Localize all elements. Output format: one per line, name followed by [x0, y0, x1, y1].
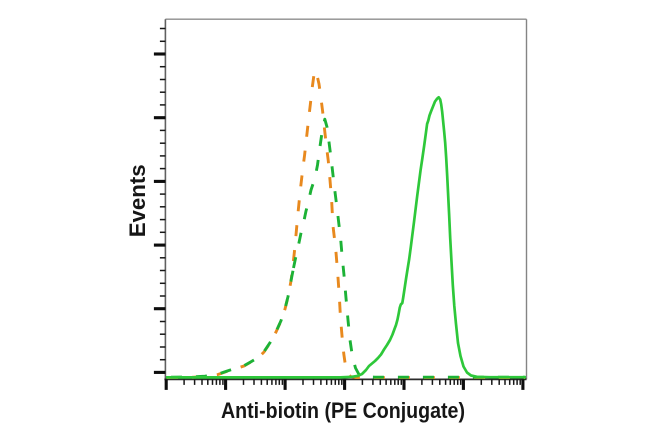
- svg-text:Events: Events: [125, 164, 150, 237]
- svg-text:Anti-biotin (PE Conjugate): Anti-biotin (PE Conjugate): [221, 398, 465, 423]
